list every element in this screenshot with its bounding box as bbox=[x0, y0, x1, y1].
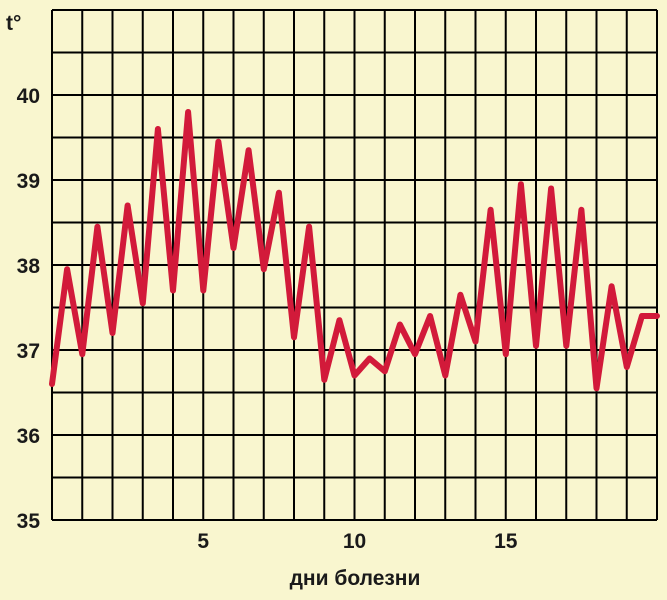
y-tick-label: 38 bbox=[17, 255, 41, 278]
y-tick-label: 37 bbox=[17, 340, 40, 363]
x-tick-label: 5 bbox=[197, 530, 209, 553]
grid bbox=[51, 9, 658, 521]
y-tick-label: 35 bbox=[17, 510, 41, 533]
x-tick-labels: 5 10 15 bbox=[197, 530, 517, 553]
y-tick-label: 39 bbox=[17, 170, 40, 193]
y-tick-labels: 35 36 37 38 39 40 bbox=[17, 85, 41, 533]
temperature-series-line bbox=[49, 109, 660, 392]
y-axis-label: t° bbox=[6, 12, 21, 35]
x-tick-label: 15 bbox=[494, 530, 518, 553]
x-axis-label: дни болезни bbox=[290, 567, 421, 590]
x-tick-label: 10 bbox=[343, 530, 366, 553]
y-tick-label: 36 bbox=[17, 425, 40, 448]
y-tick-label: 40 bbox=[17, 85, 40, 108]
